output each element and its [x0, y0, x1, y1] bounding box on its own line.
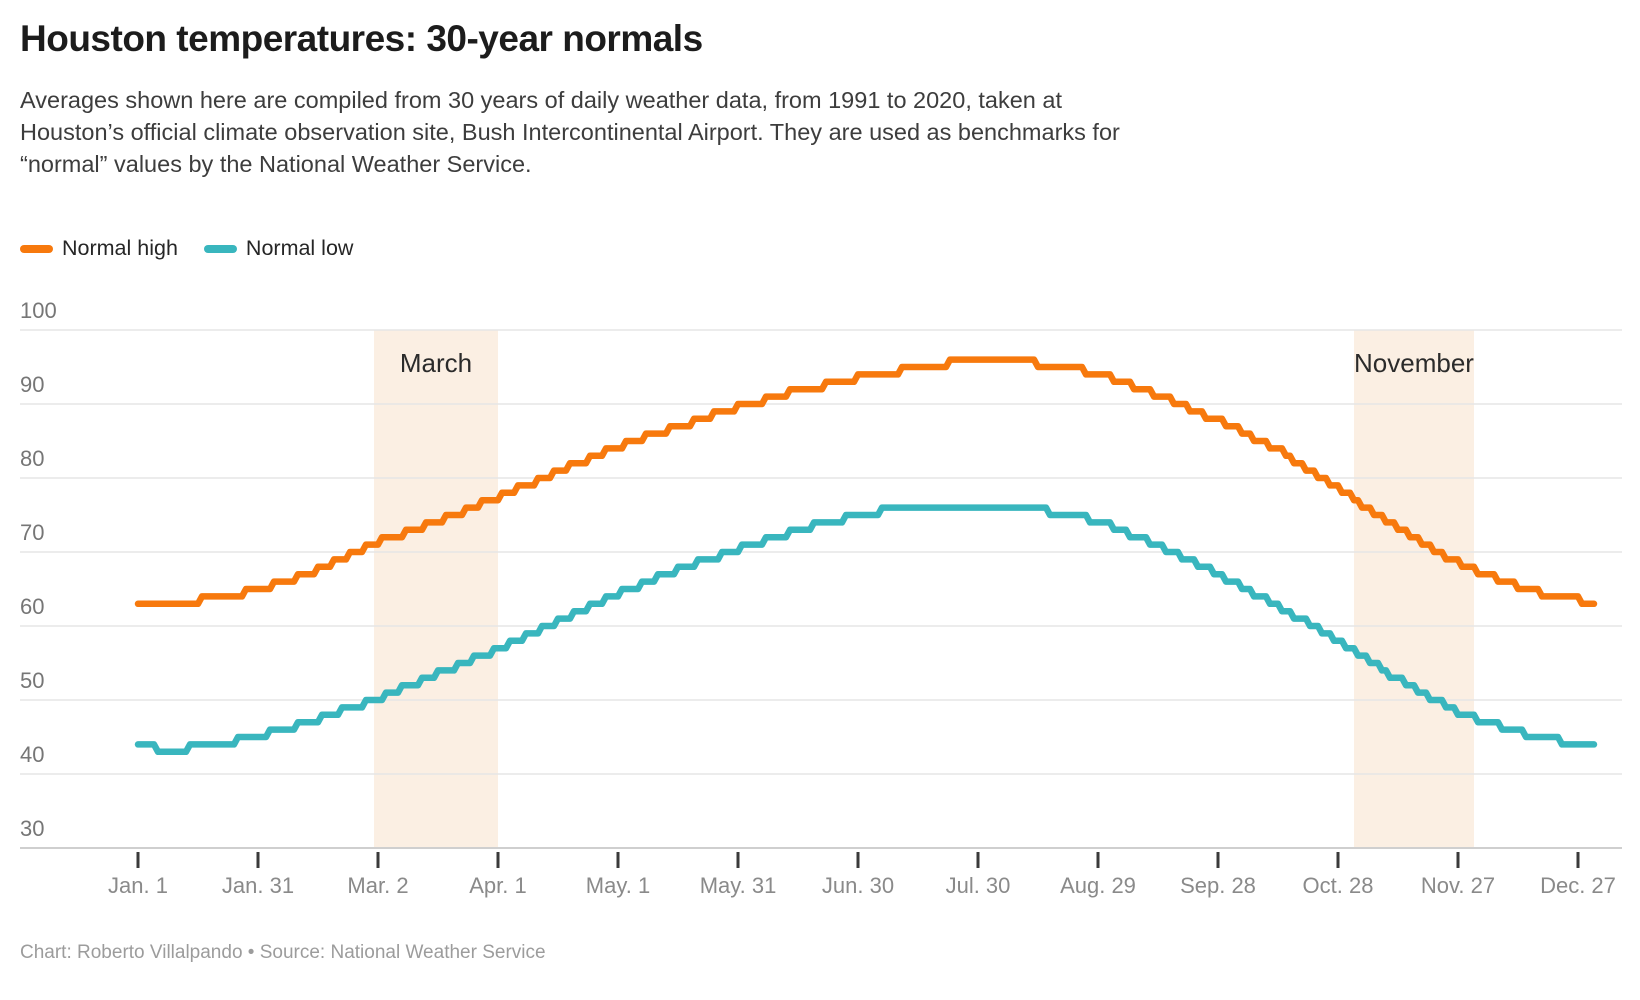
- x-axis-label: Mar. 2: [347, 873, 408, 898]
- legend-label: Normal high: [62, 236, 178, 260]
- x-axis-label: Jun. 30: [822, 873, 894, 898]
- chart-credit: Chart: Roberto Villalpando • Source: Nat…: [20, 942, 546, 963]
- y-axis-label: 50: [20, 668, 44, 693]
- series-line-normal-high: [134, 356, 1598, 608]
- y-axis-label: 30: [20, 816, 44, 841]
- y-axis-label: 80: [20, 446, 44, 471]
- month-band-label: November: [1354, 348, 1474, 378]
- x-axis-label: Jan. 31: [222, 873, 294, 898]
- x-axis-label: Jul. 30: [946, 873, 1011, 898]
- x-axis-label: Nov. 27: [1421, 873, 1495, 898]
- normal-high-swatch-icon: [20, 244, 53, 253]
- month-band-label: March: [400, 348, 472, 378]
- y-axis-label: 40: [20, 742, 44, 767]
- x-axis-label: May. 1: [586, 873, 650, 898]
- x-axis-label: Dec. 27: [1540, 873, 1616, 898]
- y-axis-label: 90: [20, 372, 44, 397]
- legend-item-normal-high: Normal high: [20, 236, 178, 261]
- x-axis-label: Jan. 1: [108, 873, 168, 898]
- subtitle-line: Averages shown here are compiled from 30…: [20, 87, 1062, 113]
- x-axis-label: Apr. 1: [469, 873, 526, 898]
- x-axis-label: Aug. 29: [1060, 873, 1136, 898]
- subtitle-line: Houston’s official climate observation s…: [20, 119, 1120, 145]
- page-title: Houston temperatures: 30-year normals: [20, 18, 703, 59]
- subtitle-line: “normal” values by the National Weather …: [20, 151, 532, 177]
- x-axis-label: Oct. 28: [1303, 873, 1374, 898]
- month-band: [374, 330, 498, 848]
- month-band: [1354, 330, 1474, 848]
- normal-low-swatch-icon: [203, 244, 237, 253]
- chart-subtitle: Averages shown here are compiled from 30…: [20, 84, 1120, 180]
- y-axis-label: 70: [20, 520, 44, 545]
- y-axis-label: 60: [20, 594, 44, 619]
- legend-label: Normal low: [245, 236, 354, 260]
- x-axis-label: May. 31: [700, 873, 777, 898]
- legend: Normal high Normal low: [20, 236, 353, 261]
- series-line-normal-low: [134, 504, 1598, 756]
- y-axis-label: 100: [20, 298, 57, 323]
- legend-item-normal-low: Normal low: [203, 236, 354, 261]
- x-axis-label: Sep. 28: [1180, 873, 1256, 898]
